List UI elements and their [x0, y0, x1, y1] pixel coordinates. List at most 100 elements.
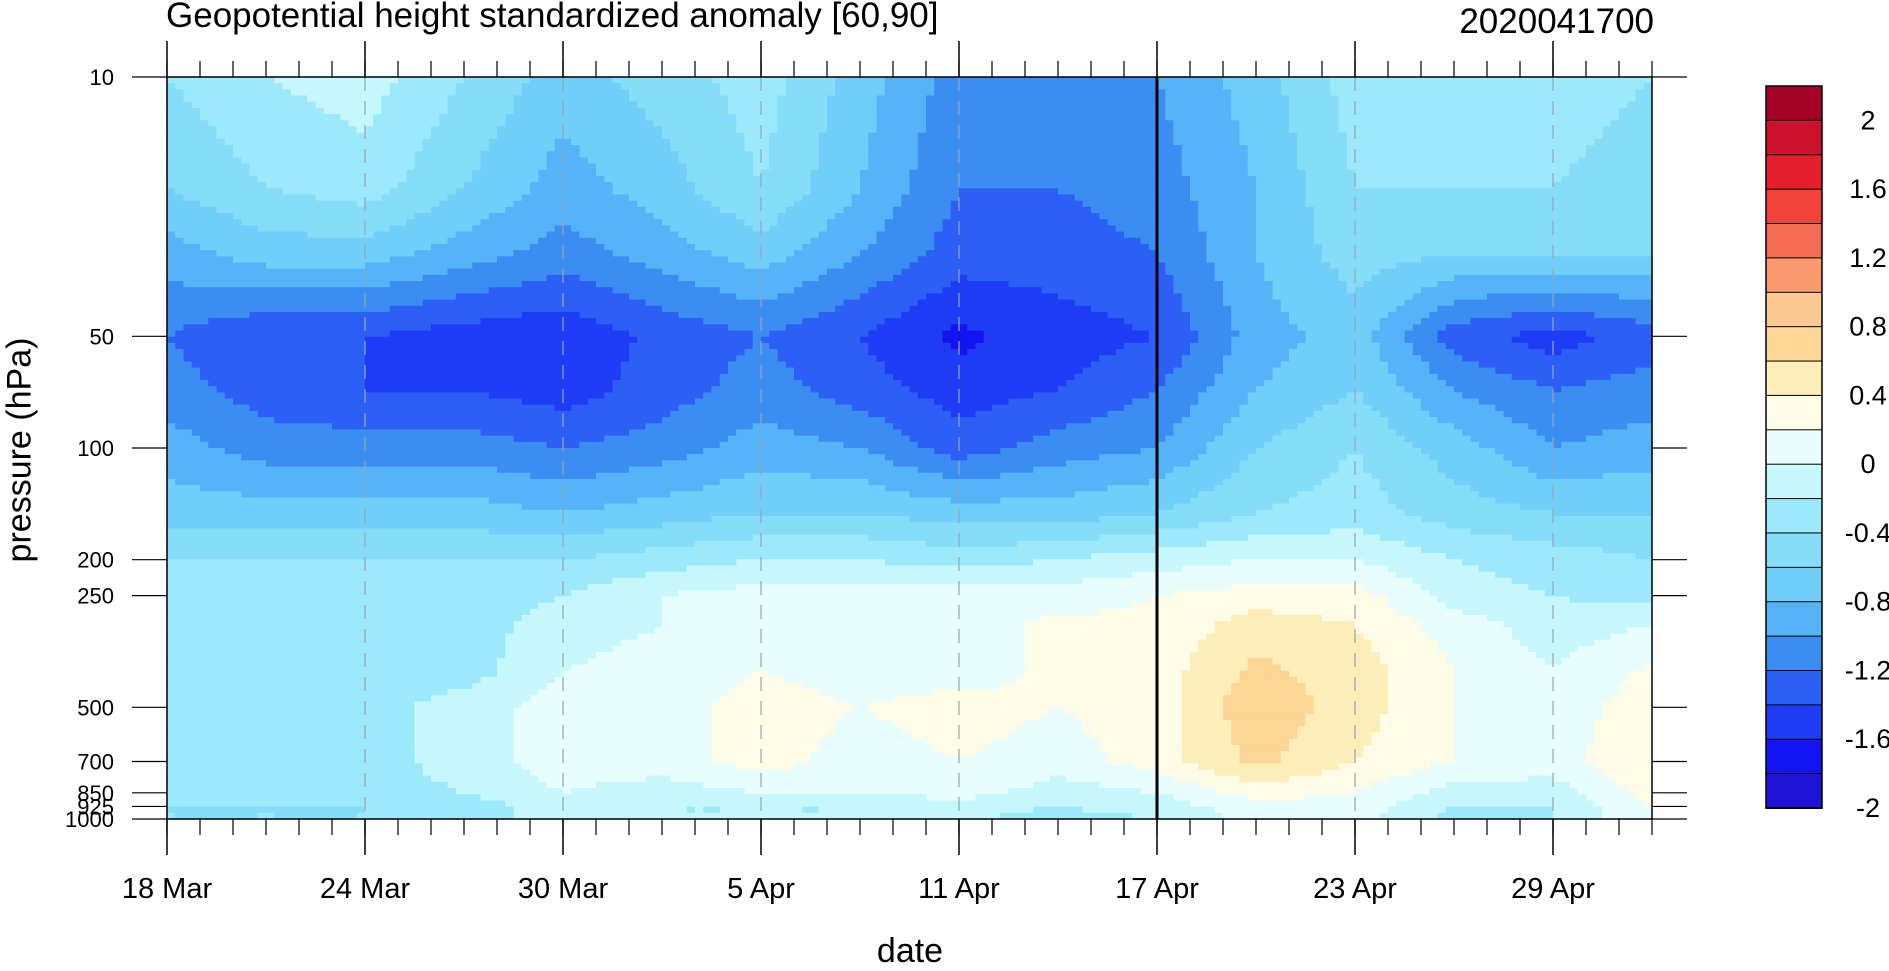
contour-cell	[530, 138, 539, 146]
contour-cell	[802, 151, 812, 158]
contour-cell	[323, 206, 333, 214]
contour-cell	[191, 169, 201, 177]
contour-cell	[167, 114, 176, 121]
contour-cell	[1157, 126, 1166, 134]
contour-cell	[414, 126, 424, 134]
contour-cell	[1132, 126, 1142, 134]
contour-cell	[579, 175, 589, 183]
contour-cell	[1610, 188, 1620, 196]
contour-cell	[744, 225, 754, 233]
contour-cell	[1173, 114, 1183, 121]
contour-cell	[1544, 194, 1554, 202]
contour-cell	[678, 114, 688, 121]
contour-cell	[1404, 107, 1414, 115]
contour-cell	[200, 237, 209, 245]
contour-cell	[1280, 157, 1290, 165]
contour-cell	[604, 120, 614, 128]
contour-cell	[851, 126, 861, 134]
contour-cell	[1313, 175, 1323, 183]
contour-cell	[1412, 126, 1422, 134]
contour-cell	[678, 213, 688, 220]
contour-cell	[884, 243, 894, 251]
contour-cell	[794, 89, 803, 97]
contour-cell	[752, 225, 762, 233]
contour-cell	[744, 151, 754, 158]
contour-cell	[1165, 132, 1175, 140]
contour-cell	[1107, 206, 1117, 214]
contour-cell	[1198, 213, 1208, 220]
contour-cell	[711, 107, 721, 115]
contour-cell	[200, 219, 209, 226]
contour-cell	[1536, 213, 1546, 220]
contour-cell	[901, 163, 911, 171]
contour-cell	[942, 101, 952, 109]
contour-cell	[1561, 157, 1571, 165]
contour-cell	[1503, 120, 1513, 128]
contour-cell	[860, 175, 869, 183]
contour-cell	[472, 157, 482, 165]
contour-cell	[1066, 126, 1076, 134]
contour-cell	[233, 95, 242, 103]
contour-cell	[257, 175, 267, 183]
contour-cell	[1470, 138, 1480, 146]
contour-cell	[1495, 83, 1505, 90]
contour-cell	[810, 132, 820, 140]
contour-cell	[431, 101, 440, 109]
contour-cell	[546, 188, 556, 196]
contour-cell	[1363, 225, 1373, 233]
contour-cell	[802, 145, 812, 152]
contour-cell	[488, 182, 498, 189]
contour-cell	[1619, 188, 1628, 196]
contour-cell	[447, 145, 457, 152]
contour-cell	[835, 182, 845, 189]
contour-cell	[365, 200, 374, 208]
contour-cell	[761, 206, 770, 214]
contour-cell	[1445, 169, 1455, 177]
contour-cell	[167, 169, 176, 177]
contour-cell	[1454, 89, 1463, 97]
contour-cell	[1553, 132, 1562, 140]
contour-cell	[794, 107, 803, 115]
contour-cell	[464, 83, 473, 90]
contour-cell	[629, 77, 638, 84]
contour-cell	[934, 83, 944, 90]
contour-cell	[1082, 89, 1092, 97]
contour-cell	[744, 188, 754, 196]
contour-cell	[208, 95, 218, 103]
contour-cell	[934, 194, 944, 202]
contour-cell	[868, 163, 878, 171]
contour-cell	[1396, 169, 1406, 177]
contour-cell	[497, 243, 506, 251]
contour-cell	[257, 200, 267, 208]
contour-cell	[191, 188, 201, 196]
contour-cell	[1305, 157, 1315, 165]
contour-cell	[1033, 77, 1043, 84]
contour-cell	[744, 163, 754, 171]
contour-cell	[1520, 126, 1529, 134]
contour-cell	[1610, 182, 1620, 189]
contour-cell	[1239, 151, 1249, 158]
contour-cell	[1247, 77, 1257, 84]
contour-cell	[777, 138, 787, 146]
contour-cell	[1124, 206, 1133, 214]
contour-cell	[818, 83, 828, 90]
contour-cell	[1495, 206, 1505, 214]
contour-cell	[1338, 83, 1348, 90]
contour-cell	[975, 188, 985, 196]
contour-cell	[1099, 231, 1109, 239]
contour-cell	[1264, 101, 1274, 109]
contour-cell	[1338, 157, 1348, 165]
contour-cell	[1025, 219, 1034, 226]
contour-cell	[1445, 145, 1455, 152]
contour-cell	[604, 132, 614, 140]
contour-cell	[703, 175, 713, 183]
contour-cell	[851, 213, 861, 220]
contour-cell	[381, 200, 391, 208]
contour-cell	[365, 237, 374, 245]
contour-cell	[497, 194, 506, 202]
contour-cell	[876, 77, 886, 84]
contour-cell	[1239, 157, 1249, 165]
contour-cell	[893, 126, 902, 134]
contour-cell	[967, 243, 977, 251]
contour-cell	[1454, 237, 1463, 245]
